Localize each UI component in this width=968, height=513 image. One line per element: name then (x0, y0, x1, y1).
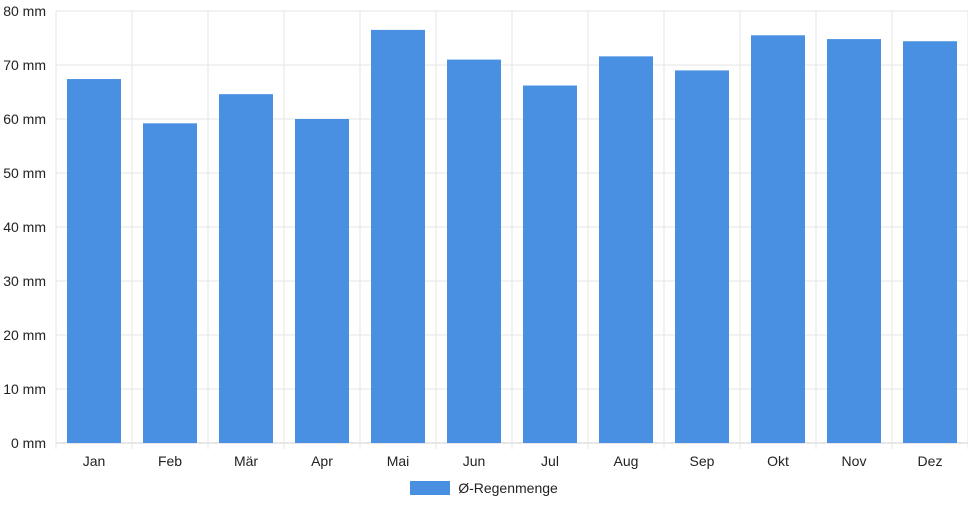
y-tick-label: 30 mm (3, 273, 46, 289)
legend-label: Ø-Regenmenge (458, 480, 558, 496)
x-tick-label: Jul (541, 453, 559, 469)
y-tick-label: 10 mm (3, 381, 46, 397)
bar[interactable] (219, 94, 273, 443)
x-tick-label: Feb (158, 453, 182, 469)
bar[interactable] (67, 79, 121, 443)
y-tick-label: 20 mm (3, 327, 46, 343)
bar[interactable] (371, 29, 425, 444)
y-tick-label: 80 mm (3, 3, 46, 19)
bar[interactable] (523, 85, 577, 444)
bar[interactable] (751, 35, 805, 444)
bar[interactable] (447, 59, 501, 443)
bar[interactable] (675, 70, 729, 444)
y-tick-label: 70 mm (3, 57, 46, 73)
y-tick-label: 0 mm (11, 435, 46, 451)
legend: Ø-Regenmenge (0, 480, 968, 496)
x-tick-label: Apr (311, 453, 333, 469)
x-tick-label: Nov (842, 453, 867, 469)
bar[interactable] (903, 41, 957, 444)
bar[interactable] (295, 119, 349, 443)
x-tick-label: Mär (234, 453, 258, 469)
x-tick-label: Aug (614, 453, 639, 469)
legend-swatch (410, 481, 451, 495)
y-tick-label: 50 mm (3, 165, 46, 181)
x-tick-label: Dez (918, 453, 943, 469)
y-tick-label: 40 mm (3, 219, 46, 235)
bar[interactable] (827, 39, 881, 443)
bar[interactable] (143, 123, 197, 443)
x-tick-label: Jun (463, 453, 486, 469)
x-tick-label: Sep (690, 453, 715, 469)
bar[interactable] (599, 56, 653, 444)
y-tick-label: 60 mm (3, 111, 46, 127)
x-tick-label: Jan (83, 453, 106, 469)
x-tick-label: Okt (767, 453, 789, 469)
x-tick-label: Mai (387, 453, 410, 469)
